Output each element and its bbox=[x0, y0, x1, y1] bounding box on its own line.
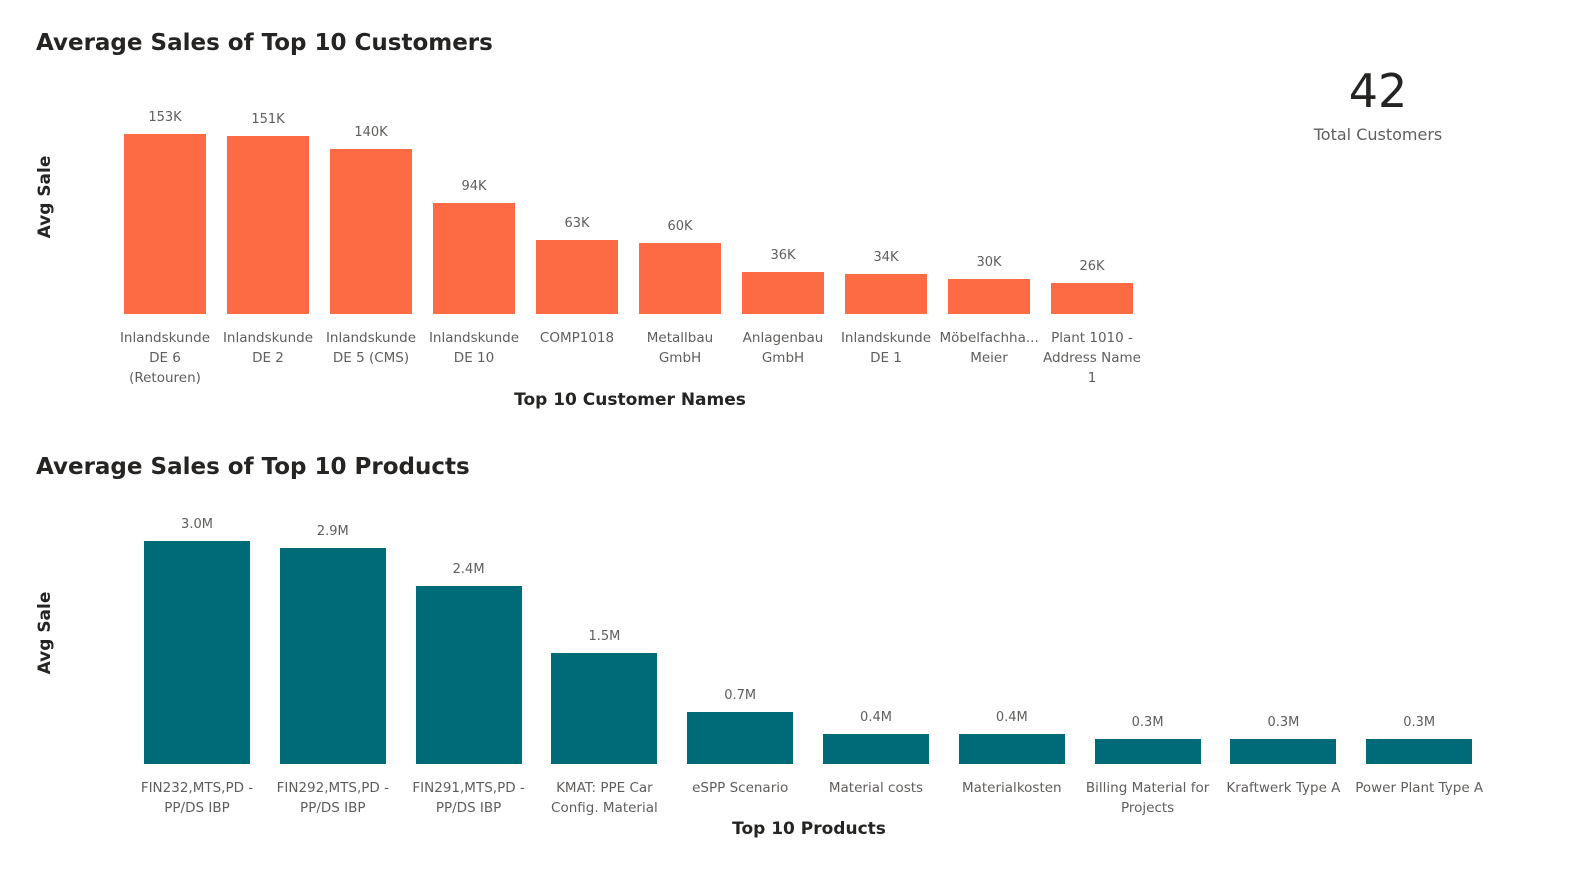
data-label: 140K bbox=[354, 125, 388, 141]
x-tick-label: Materialkosten bbox=[961, 780, 1062, 796]
data-label: 36K bbox=[770, 247, 796, 263]
data-label: 2.4M bbox=[452, 561, 485, 577]
data-label: 63K bbox=[564, 215, 590, 231]
x-tick-label: Material costs bbox=[828, 780, 924, 796]
bar bbox=[948, 278, 1030, 314]
x-tick-label: FIN291,MTS,PD - PP/DS IBP bbox=[412, 780, 525, 816]
bar bbox=[958, 734, 1065, 764]
x-axis-title: Top 10 Products bbox=[732, 819, 886, 839]
x-tick-label: Inlandskunde DE 1 bbox=[840, 330, 932, 366]
x-tick-label: Metallbau GmbH bbox=[646, 330, 714, 366]
data-label: 151K bbox=[251, 112, 285, 128]
bar bbox=[124, 134, 206, 314]
chart-title: Average Sales of Top 10 Customers bbox=[36, 30, 493, 56]
x-axis-title: Top 10 Customer Names bbox=[514, 390, 746, 410]
data-label: 34K bbox=[873, 250, 899, 265]
x-tick-label: Möbelfachha... Meier bbox=[939, 330, 1039, 366]
data-label: 0.3M bbox=[1131, 715, 1164, 731]
y-axis-title: Avg Sale bbox=[35, 591, 55, 675]
data-label: 0.4M bbox=[995, 710, 1028, 726]
x-tick-label: Inlandskunde DE 5 (CMS) bbox=[325, 330, 417, 366]
x-tick-label: Plant 1010 - Address Name 1 bbox=[1043, 330, 1141, 386]
data-label: 0.7M bbox=[724, 687, 757, 703]
bar bbox=[687, 711, 794, 764]
data-label: 153K bbox=[148, 110, 182, 125]
x-tick-label: FIN232,MTS,PD - PP/DS IBP bbox=[140, 780, 254, 816]
data-label: 0.4M bbox=[860, 710, 892, 726]
bar bbox=[279, 548, 386, 764]
x-tick-label: Inlandskunde DE 2 bbox=[222, 330, 314, 366]
bar bbox=[1051, 283, 1133, 314]
kpi-label: Total Customers bbox=[1313, 125, 1443, 144]
bar bbox=[551, 652, 658, 764]
bar bbox=[227, 136, 309, 314]
x-tick-label: Inlandskunde DE 6 (Retouren) bbox=[119, 330, 211, 386]
bar bbox=[433, 203, 515, 314]
x-tick-label: Inlandskunde DE 10 bbox=[428, 330, 520, 366]
x-tick-label: Anlagenbau GmbH bbox=[742, 330, 824, 366]
x-tick-label: eSPP Scenario bbox=[692, 780, 789, 796]
bar bbox=[1230, 739, 1337, 764]
bar bbox=[742, 271, 824, 314]
x-tick-label: KMAT: PPE Car Config. Material bbox=[551, 780, 658, 816]
x-tick-label: Power Plant Type A bbox=[1355, 780, 1484, 796]
kpi-value: 42 bbox=[1348, 64, 1408, 118]
x-tick-label: FIN292,MTS,PD - PP/DS IBP bbox=[276, 780, 389, 816]
bar bbox=[415, 585, 522, 764]
data-label: 26K bbox=[1079, 259, 1105, 275]
bar bbox=[144, 541, 250, 764]
bar bbox=[1094, 739, 1201, 764]
chart-title: Average Sales of Top 10 Products bbox=[36, 454, 470, 480]
x-tick-label: COMP1018 bbox=[539, 330, 615, 346]
y-axis-title: Avg Sale bbox=[35, 155, 55, 239]
bar bbox=[536, 239, 618, 314]
data-label: 1.5M bbox=[588, 628, 621, 644]
bar bbox=[845, 274, 927, 314]
bar bbox=[823, 734, 929, 764]
data-label: 0.3M bbox=[1267, 715, 1300, 731]
x-tick-label: Billing Material for Projects bbox=[1085, 780, 1210, 816]
data-label: 2.9M bbox=[316, 524, 349, 540]
bar bbox=[1366, 739, 1473, 764]
data-label: 94K bbox=[461, 179, 487, 195]
data-label: 3.0M bbox=[181, 517, 213, 532]
data-label: 0.3M bbox=[1403, 715, 1436, 731]
bar bbox=[639, 243, 721, 314]
x-tick-label: Kraftwerk Type A bbox=[1226, 780, 1341, 796]
bar bbox=[330, 149, 412, 314]
data-label: 30K bbox=[976, 254, 1002, 270]
data-label: 60K bbox=[667, 219, 693, 235]
